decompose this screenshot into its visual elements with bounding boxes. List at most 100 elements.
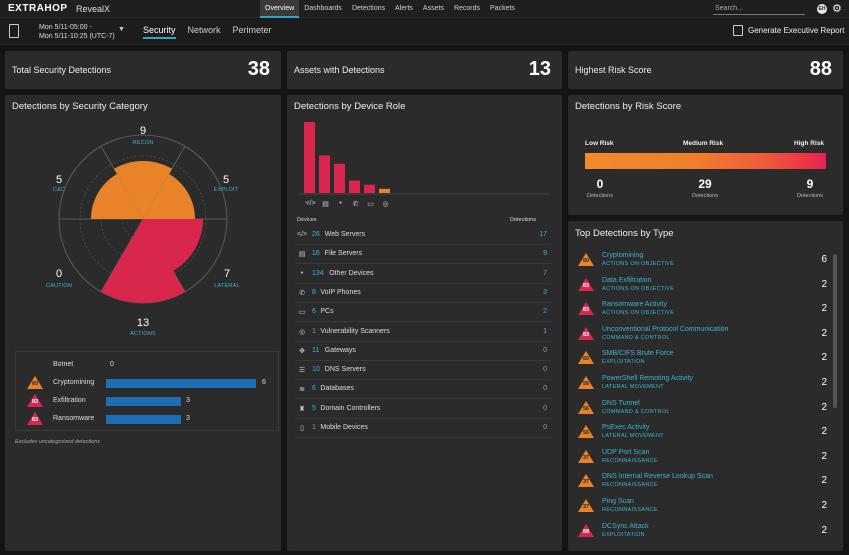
- device-count[interactable]: 10: [312, 366, 320, 374]
- detection-type-row[interactable]: 56 DNS Tunnel COMMAND & CONTROL 2: [575, 398, 827, 423]
- detection-type-row[interactable]: 56 PsExec Activity LATERAL MOVEMENT 2: [575, 422, 827, 447]
- device-count[interactable]: 11: [312, 346, 320, 354]
- detection-type-row[interactable]: 83 Unconventional Protocol Communication C…: [575, 324, 827, 349]
- device-count[interactable]: 1: [312, 327, 316, 335]
- segment-lateral[interactable]: [143, 219, 204, 271]
- device-row[interactable]: ✆ 8 VoIP Phones 3: [295, 284, 551, 303]
- device-detections[interactable]: 7: [543, 269, 547, 277]
- objective-row-exfiltration[interactable]: 83 Exfiltration 3: [16, 394, 280, 407]
- device-count[interactable]: 6: [312, 385, 316, 393]
- device-detections[interactable]: 0: [543, 346, 547, 354]
- chevron-down-icon[interactable]: ▼: [118, 26, 125, 33]
- detection-type-row[interactable]: 83 Data Exfiltration ACTIONS ON OBJECTIVE 2: [575, 275, 827, 300]
- pc-icon[interactable]: ▭: [367, 201, 374, 208]
- stat-card-risk-score[interactable]: Highest Risk Score 88: [568, 51, 843, 89]
- other-device-icon[interactable]: •: [339, 200, 342, 207]
- device-detections[interactable]: 3: [543, 288, 547, 296]
- detection-type-name[interactable]: PowerShell Remoting Activity: [602, 375, 694, 382]
- tab-network[interactable]: Network: [187, 25, 221, 35]
- nav-records[interactable]: Records: [453, 5, 481, 12]
- detection-type-row[interactable]: 60 SMB/CIFS Brute Force EXPLOITATION 2: [575, 348, 827, 373]
- nav-alerts[interactable]: Alerts: [395, 5, 413, 12]
- detection-type-name[interactable]: Unconventional Protocol Communication: [602, 325, 729, 333]
- device-count[interactable]: 16: [312, 250, 320, 258]
- detection-type-name[interactable]: SMB/CIFS Brute Force: [602, 350, 674, 358]
- device-count[interactable]: 8: [312, 288, 316, 296]
- device-role-bar[interactable]: [334, 163, 345, 193]
- nav-detections[interactable]: Detections: [351, 5, 386, 12]
- device-detections[interactable]: 0: [543, 366, 547, 374]
- time-range-selector[interactable]: Mon 5/11-05:00 - Mon 5/11-10:25 (UTC-7): [39, 23, 115, 41]
- detection-type-row[interactable]: 60 Cryptomining ACTIONS ON OBJECTIVE 6: [575, 250, 827, 275]
- nav-overview[interactable]: Overview: [260, 0, 300, 18]
- segment-exploit[interactable]: [143, 174, 195, 219]
- detection-type-name[interactable]: Data Exfiltration: [602, 276, 652, 284]
- detection-type-name[interactable]: DCSync Attack: [602, 522, 649, 530]
- device-count[interactable]: 5: [312, 404, 316, 412]
- device-detections[interactable]: 2: [543, 308, 547, 316]
- generate-report-button[interactable]: Generate Executive Report: [733, 25, 845, 36]
- extrahop-logo[interactable]: EXTRAHOP: [8, 3, 68, 14]
- objective-row-botnet[interactable]: Botnet 0: [16, 359, 280, 371]
- tab-perimeter[interactable]: Perimeter: [232, 25, 272, 35]
- nav-dashboards[interactable]: Dashboards: [304, 5, 342, 12]
- user-avatar[interactable]: EH: [817, 4, 827, 14]
- detection-type-name[interactable]: DNS Internal Reverse Lookup Scan: [602, 473, 713, 481]
- voip-phone-icon[interactable]: ✆: [352, 201, 359, 208]
- detection-type-row[interactable]: 37 UDP Port Scan RECONNAISSANCE 2: [575, 447, 827, 472]
- objective-row-ransomware[interactable]: 83 Ransomware 3: [16, 412, 280, 425]
- device-detections[interactable]: 1: [543, 327, 547, 335]
- web-server-icon[interactable]: </>: [305, 200, 316, 207]
- device-detections[interactable]: 0: [543, 424, 547, 431]
- device-row[interactable]: ≣ 6 Databases 0: [295, 380, 551, 400]
- detection-type-row[interactable]: 37 DNS Internal Reverse Lookup Scan RECONN…: [575, 471, 827, 496]
- device-role-bar[interactable]: [364, 184, 375, 193]
- detection-type-name[interactable]: DNS Tunnel: [602, 399, 640, 407]
- nav-assets[interactable]: Assets: [422, 5, 444, 12]
- detection-type-row[interactable]: 56 PowerShell Remoting Activity LATERAL MO…: [575, 373, 827, 398]
- device-row[interactable]: ♜ 5 Domain Controllers 0: [295, 400, 551, 419]
- device-detections[interactable]: 0: [543, 385, 547, 393]
- detection-type-name[interactable]: UDP Port Scan: [602, 448, 650, 456]
- search-input[interactable]: Search...: [713, 4, 805, 15]
- segment-cc[interactable]: [91, 174, 143, 219]
- device-detections[interactable]: 9: [543, 250, 547, 258]
- device-count[interactable]: 26: [312, 231, 320, 238]
- device-row[interactable]: ▭ 6 PCs 2: [295, 303, 551, 323]
- device-row[interactable]: • 134 Other Devices 7: [295, 265, 551, 284]
- device-detections[interactable]: 0: [543, 404, 547, 412]
- stat-card-total-detections[interactable]: Total Security Detections 38: [5, 51, 281, 89]
- detection-type-row[interactable]: 83 Ransomware Activity ACTIONS ON OBJECTIV…: [575, 299, 827, 324]
- device-row[interactable]: ✥ 11 Gateways 0: [295, 342, 551, 361]
- segment-recon[interactable]: [114, 161, 172, 219]
- detection-type-name[interactable]: Ping Scan: [602, 498, 634, 505]
- scanner-icon[interactable]: ◎: [382, 201, 389, 208]
- document-icon[interactable]: [9, 24, 19, 38]
- device-count[interactable]: 6: [312, 308, 316, 316]
- stat-card-assets[interactable]: Assets with Detections 13: [287, 51, 562, 89]
- device-count[interactable]: 1: [312, 424, 316, 431]
- detection-type-name[interactable]: PsExec Activity: [602, 424, 650, 432]
- scrollbar[interactable]: [833, 254, 837, 408]
- tab-security[interactable]: Security: [143, 25, 176, 39]
- device-row[interactable]: </> 26 Web Servers 17: [295, 226, 551, 245]
- device-row[interactable]: ▯ 1 Mobile Devices 0: [295, 419, 551, 438]
- device-role-bar[interactable]: [304, 122, 315, 193]
- high-risk-value[interactable]: 9: [806, 177, 814, 191]
- detection-type-row[interactable]: 88 DCSync Attack EXPLOITATION 2: [575, 521, 827, 546]
- file-server-icon[interactable]: ▤: [322, 201, 329, 208]
- device-role-bar[interactable]: [379, 188, 390, 193]
- gear-icon[interactable]: ⚙: [832, 3, 842, 15]
- detection-type-name[interactable]: Ransomware Activity: [602, 301, 667, 309]
- device-role-bar[interactable]: [349, 180, 360, 193]
- device-row[interactable]: ☰ 10 DNS Servers 0: [295, 361, 551, 381]
- nav-packets[interactable]: Packets: [490, 5, 515, 12]
- low-risk-value[interactable]: 0: [596, 177, 604, 191]
- device-count[interactable]: 134: [312, 269, 324, 277]
- detection-type-name[interactable]: Cryptomining: [602, 252, 644, 259]
- segment-actions[interactable]: [101, 219, 185, 303]
- device-detections[interactable]: 17: [539, 231, 547, 238]
- objective-row-cryptomining[interactable]: 60 Cryptomining 6: [16, 376, 280, 389]
- device-row[interactable]: ◎ 1 Vulnerability Scanners 1: [295, 323, 551, 342]
- device-row[interactable]: ▤ 16 File Servers 9: [295, 245, 551, 265]
